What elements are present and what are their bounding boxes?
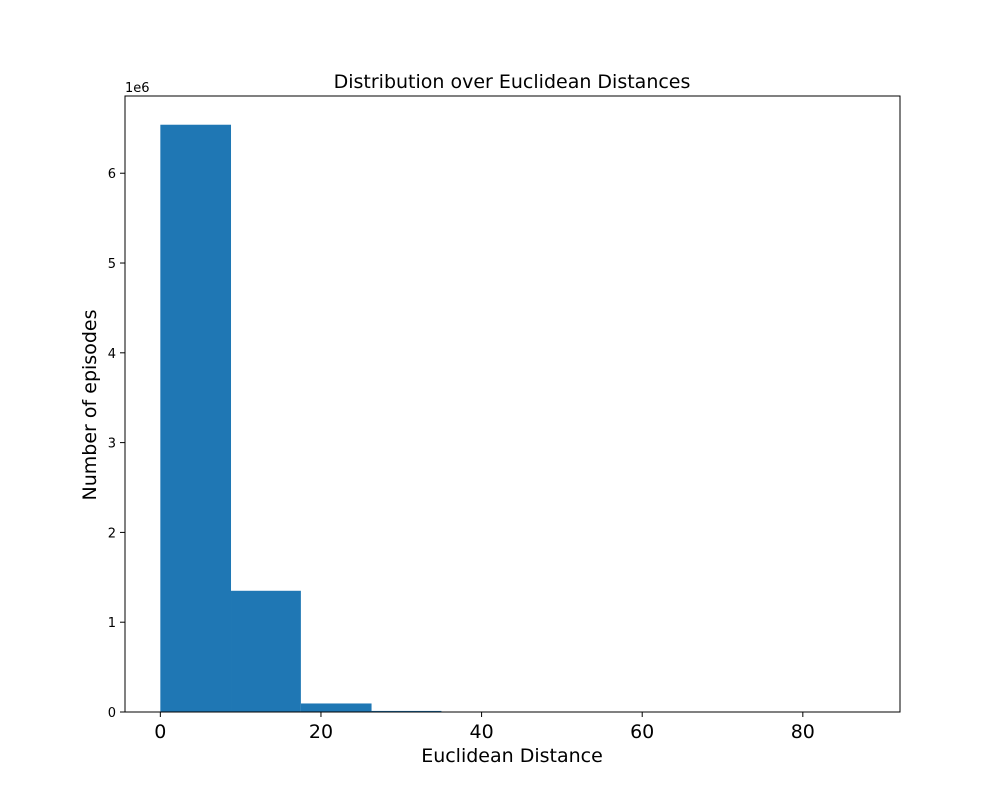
y-axis-ticks: 0 1 2 3 4 5 6 [108,167,125,721]
y-tick-label: 1 [108,616,116,631]
histogram-bar-3 [300,703,372,712]
chart-title: Distribution over Euclidean Distances [334,71,691,93]
y-tick-label: 2 [108,526,116,541]
x-axis-label: Euclidean Distance [421,745,603,767]
x-tick-label: 40 [469,721,493,743]
y-axis-label: Number of episodes [79,310,101,501]
x-tick-label: 0 [154,721,166,743]
histogram-bar-1 [160,124,232,713]
y-axis-offset-label: 1e6 [125,81,150,96]
x-axis-ticks: 0 20 40 60 80 [154,712,815,743]
y-tick-label: 4 [108,347,116,362]
histogram-bar-2 [231,590,301,712]
y-tick-label: 6 [108,167,116,182]
y-tick-label: 3 [108,437,116,452]
x-tick-label: 80 [791,721,815,743]
x-tick-label: 60 [630,721,654,743]
bars-group [160,124,723,713]
y-tick-label: 5 [108,257,116,272]
x-tick-label: 20 [309,721,333,743]
histogram-bar-4 [371,710,442,712]
y-tick-label: 0 [108,706,116,721]
plot-frame [124,95,901,713]
